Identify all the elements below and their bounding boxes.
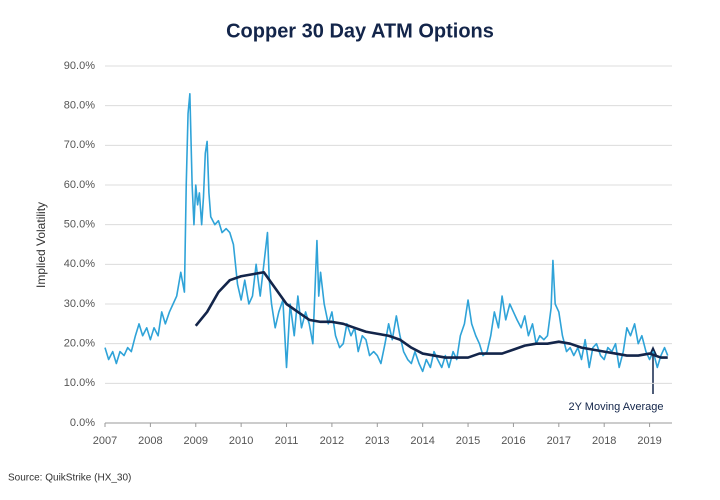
x-tick-label: 2007 (93, 435, 117, 447)
chart-title: Copper 30 Day ATM Options (226, 20, 494, 42)
y-tick-label: 80.0% (64, 100, 95, 112)
y-tick-label: 70.0% (64, 139, 95, 151)
y-tick-label: 90.0% (64, 60, 95, 72)
x-tick-label: 2014 (410, 435, 434, 447)
x-tick-label: 2015 (456, 435, 480, 447)
y-tick-label: 10.0% (64, 377, 95, 389)
y-tick-label: 50.0% (64, 219, 95, 231)
series-line (194, 270, 668, 359)
x-tick-label: 2019 (637, 435, 661, 447)
x-tick-label: 2016 (501, 435, 525, 447)
x-tick-label: 2017 (547, 435, 571, 447)
x-tick-label: 2009 (184, 435, 208, 447)
y-tick-label: 40.0% (64, 258, 95, 270)
x-tick-label: 2012 (320, 435, 344, 447)
x-tick-label: 2010 (229, 435, 253, 447)
y-tick-label: 30.0% (64, 298, 95, 310)
x-tick-label: 2013 (365, 435, 389, 447)
x-tick-label: 2011 (275, 435, 299, 447)
y-tick-label: 20.0% (64, 338, 95, 350)
x-tick-label: 2018 (592, 435, 616, 447)
annotation: 2Y Moving Average (569, 401, 664, 413)
x-tick-label: 2008 (138, 435, 162, 447)
y-tick-label: 0.0% (70, 417, 95, 429)
source-note: Source: QuikStrike (HX_30) (8, 473, 131, 484)
y-axis-label: Implied Volatility (34, 202, 48, 288)
y-tick-label: 60.0% (64, 179, 95, 191)
series-line (104, 92, 669, 373)
